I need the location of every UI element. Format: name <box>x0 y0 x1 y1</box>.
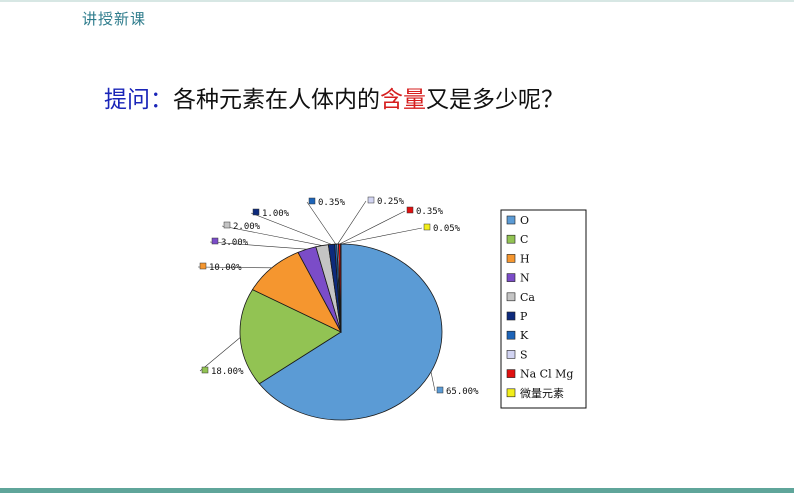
data-label-swatch-2 <box>199 262 207 270</box>
data-label-swatch-6 <box>308 197 316 205</box>
legend-label-6: K <box>520 329 529 342</box>
data-label-7: 0.25% <box>377 197 405 207</box>
data-label-9: 0.05% <box>433 224 461 234</box>
leader-line-9 <box>340 227 423 245</box>
data-label-4: 2.00% <box>233 222 261 232</box>
data-label-1: 18.00% <box>211 367 244 377</box>
data-label-6: 0.35% <box>318 198 346 208</box>
leader-line-6 <box>306 201 337 245</box>
legend-swatch-7 <box>506 350 516 359</box>
pie-slices <box>239 243 443 421</box>
data-label-5: 1.00% <box>262 209 290 219</box>
leader-line-3 <box>209 241 307 250</box>
data-label-3: 3.00% <box>221 238 249 248</box>
legend-label-8: Na Cl Mg <box>520 368 573 381</box>
legend-label-1: C <box>520 233 528 246</box>
leader-line-0 <box>430 371 436 392</box>
legend-swatch-2 <box>506 254 516 263</box>
data-label-swatch-8 <box>406 206 414 214</box>
bottom-rule <box>0 488 794 493</box>
legend-label-9: 微量元素 <box>520 386 564 400</box>
leader-line-5 <box>250 212 332 245</box>
question-highlight: 含量 <box>380 87 426 113</box>
legend-swatch-3 <box>506 273 516 282</box>
question-text-before: 各种元素在人体内的 <box>173 87 380 113</box>
legend-label-2: H <box>520 252 530 265</box>
data-label-0: 65.00% <box>446 387 479 397</box>
legend-label-0: O <box>520 214 529 227</box>
data-label-swatch-4 <box>223 221 231 229</box>
data-label-swatch-7 <box>367 196 375 204</box>
legend-swatch-6 <box>506 330 516 340</box>
legend-label-3: N <box>520 272 530 285</box>
question-prefix: 提问： <box>104 87 173 113</box>
top-rule <box>0 0 794 2</box>
section-label: 讲授新课 <box>82 10 147 28</box>
legend-label-4: Ca <box>520 291 535 304</box>
leader-line-7 <box>337 200 367 245</box>
leader-line-2 <box>197 266 272 269</box>
leader-line-4 <box>221 225 323 246</box>
data-label-swatch-9 <box>423 223 431 231</box>
data-label-swatch-1 <box>201 366 209 374</box>
legend-swatch-8 <box>506 369 516 378</box>
legend-label-7: S <box>520 348 528 361</box>
leader-line-1 <box>199 337 241 372</box>
legend-swatch-5 <box>506 311 516 321</box>
legend-swatch-0 <box>506 215 516 225</box>
legend-label-5: P <box>520 310 528 323</box>
pie-data-labels: 65.00% 18.00% 10.00% 3.00% 2.00%1.00% 0.35% 0.… <box>199 196 479 397</box>
legend-swatch-1 <box>506 234 516 244</box>
pie-leader-lines <box>197 200 436 392</box>
leader-line-8 <box>339 210 406 245</box>
question-text-after: 又是多少呢？ <box>426 87 564 113</box>
data-label-swatch-0 <box>436 386 444 394</box>
data-label-2: 10.00% <box>209 263 242 273</box>
question-text: 提问：各种元素在人体内的含量又是多少呢？ <box>104 80 564 114</box>
legend-swatch-9 <box>506 388 516 398</box>
data-label-8: 0.35% <box>416 207 444 217</box>
legend-swatch-4 <box>506 292 516 302</box>
data-label-swatch-5 <box>252 208 260 216</box>
data-label-swatch-3 <box>211 237 219 245</box>
